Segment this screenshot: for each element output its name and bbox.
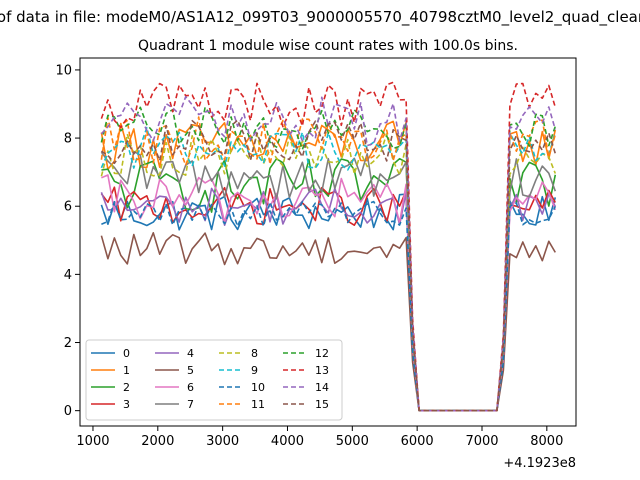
x-tick-label: 7000 [465,434,498,449]
y-tick-label: 8 [64,132,72,147]
y-tick-label: 2 [64,336,72,351]
legend-label-8: 8 [251,347,258,360]
legend-label-1: 1 [123,364,130,377]
series-line-14 [100,95,557,412]
chart-title: Quadrant 1 module wise count rates with … [138,38,518,54]
legend-label-0: 0 [123,347,130,360]
x-tick-label: 1000 [76,434,109,449]
y-axis-ticks: 0 2 4 6 8 10 [55,63,80,419]
legend-label-15: 15 [315,398,329,411]
x-tick-label: 8000 [530,434,563,449]
legend-box [85,339,343,421]
series-line-15 [100,119,557,412]
y-tick-label: 4 [64,268,72,283]
legend-label-13: 13 [315,364,329,377]
x-tick-label: 2000 [141,434,174,449]
legend-label-7: 7 [187,398,194,411]
x-axis-ticks: 1000 2000 3000 4000 5000 6000 7000 8000 [76,426,563,449]
axes-border [79,57,577,427]
legend-label-5: 5 [187,364,194,377]
figure-suptitle: Plot of data in file: modeM0/AS1A12_099T… [0,8,640,27]
legend-label-11: 11 [251,398,265,411]
legend-label-14: 14 [315,381,329,394]
legend-label-4: 4 [187,347,194,360]
x-tick-label: 6000 [401,434,434,449]
series-lines [100,81,557,412]
x-axis-offset-label: +4.1923e8 [503,456,576,471]
legend-label-12: 12 [315,347,329,360]
x-tick-label: 3000 [206,434,239,449]
y-tick-label: 10 [55,63,72,78]
legend-label-9: 9 [251,364,258,377]
legend-label-10: 10 [251,381,265,394]
legend-label-6: 6 [187,381,194,394]
legend-label-3: 3 [123,398,130,411]
y-tick-label: 0 [64,404,72,419]
legend-label-2: 2 [123,381,130,394]
x-tick-label: 4000 [271,434,304,449]
y-tick-label: 6 [64,200,72,215]
x-tick-label: 5000 [336,434,369,449]
